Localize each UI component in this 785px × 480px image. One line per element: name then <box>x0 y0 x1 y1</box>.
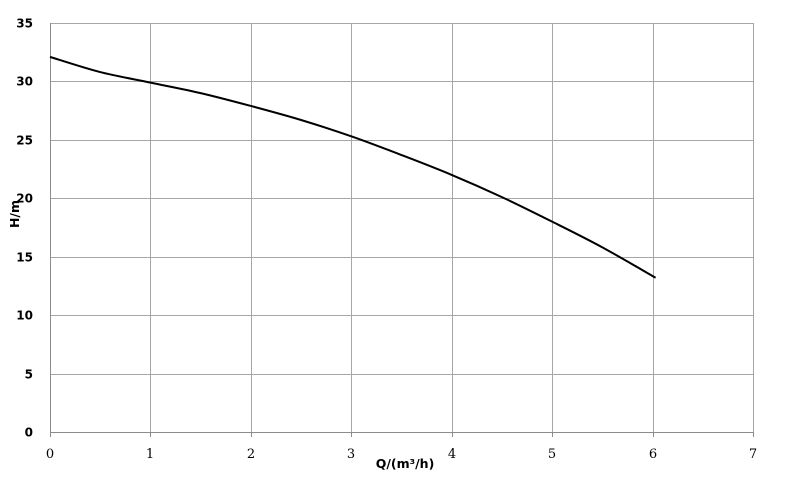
x-tick-label: 4 <box>448 447 456 462</box>
series-line <box>49 55 657 279</box>
y-tick-label: 5 <box>25 368 33 382</box>
x-tick-label: 6 <box>649 447 657 462</box>
y-tick-label: 35 <box>16 17 33 31</box>
x-tick-labels: 0 1 2 3 4 5 6 7 <box>46 447 757 462</box>
y-tick-label: 30 <box>16 75 33 89</box>
x-tick-label: 5 <box>548 447 556 462</box>
x-axis-label: Q/(m³/h) <box>376 456 435 471</box>
x-tick-label: 3 <box>347 447 355 462</box>
y-axis-label: H/m <box>7 200 22 228</box>
x-tick-label: 2 <box>247 447 255 462</box>
y-tick-label: 10 <box>16 309 33 323</box>
y-tick-label: 0 <box>25 426 33 440</box>
x-tick-label: 1 <box>146 447 154 462</box>
y-tick-label: 15 <box>16 251 33 265</box>
x-tick-label: 0 <box>46 447 54 462</box>
series-layer <box>49 55 657 279</box>
y-tick-label: 20 <box>16 192 33 206</box>
grid-lines <box>50 23 754 432</box>
x-tick-label: 7 <box>749 447 757 462</box>
y-tick-label: 25 <box>16 134 33 148</box>
y-tick-labels: 0 5 10 15 20 25 30 35 <box>16 17 33 440</box>
axes <box>50 23 754 437</box>
